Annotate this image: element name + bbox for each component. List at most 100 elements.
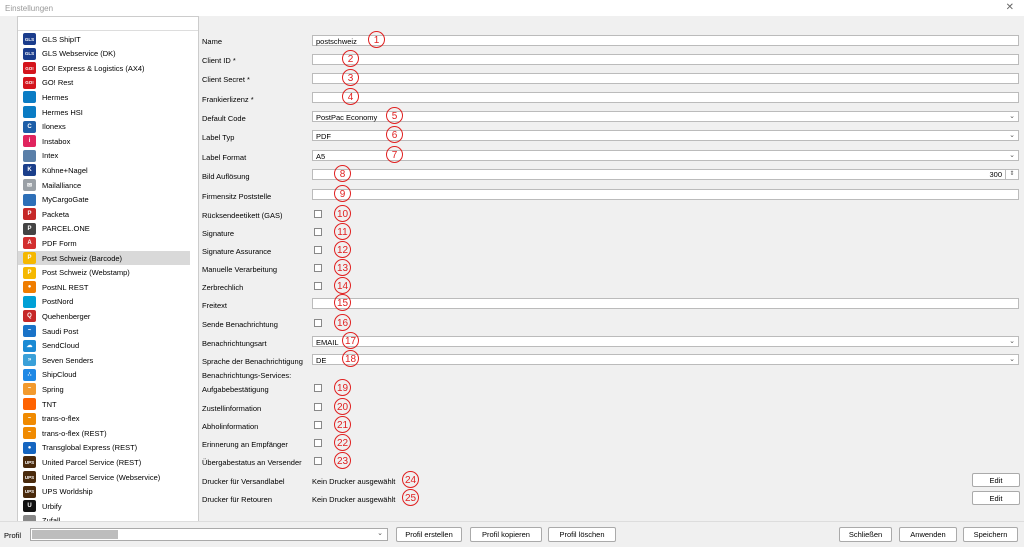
frankierlizenz-input[interactable]	[312, 92, 1019, 103]
sidebar-item[interactable]: ✉ Mailalliance	[18, 178, 190, 192]
sidebar-item[interactable]: ~ Spring	[18, 382, 190, 396]
sidebar-item[interactable]: C Ilonexs	[18, 120, 190, 134]
label-typ-label: Label Typ	[202, 133, 235, 142]
sidebar-item[interactable]: P Packeta	[18, 207, 190, 221]
sidebar-item[interactable]: U Urbify	[18, 499, 190, 513]
zustellinformation-checkbox[interactable]	[314, 403, 322, 411]
profil-loeschen-button[interactable]: Profil löschen	[548, 527, 616, 542]
schliessen-button[interactable]: Schließen	[839, 527, 892, 542]
sidebar-item[interactable]: ~ trans-o-flex	[18, 412, 190, 426]
sidebar-item[interactable]: ∴ ShipCloud	[18, 368, 190, 382]
sidebar-item-label: Post Schweiz (Barcode)	[42, 253, 123, 263]
profil-select-value	[32, 530, 118, 539]
sidebar-item[interactable]: A PDF Form	[18, 236, 190, 250]
sidebar-item-label: Mailalliance	[42, 180, 82, 190]
label-format-select[interactable]: A5 ⌄	[312, 150, 1019, 161]
drucker-retouren-edit-button[interactable]: Edit	[972, 491, 1020, 505]
zerbrechlich-checkbox[interactable]	[314, 282, 322, 290]
trans-o-flex-logo-icon: ~	[23, 412, 36, 425]
spin-arrows-icon[interactable]: ⇕	[1005, 170, 1018, 179]
sidebar-item[interactable]: GO! GO! Express & Logistics (AX4)	[18, 61, 190, 75]
chevron-down-icon: ⌄	[377, 530, 383, 537]
sidebar-item-label: Seven Senders	[42, 355, 94, 365]
freitext-input[interactable]	[312, 298, 1019, 309]
marker-3: 3	[342, 69, 359, 86]
profil-select[interactable]: ⌄	[30, 528, 388, 541]
sidebar-item[interactable]: K Kühne+Nagel	[18, 163, 190, 177]
signature-checkbox[interactable]	[314, 228, 322, 236]
benachrichtungsart-value: EMAIL	[316, 338, 339, 347]
name-input[interactable]: postschweiz	[312, 35, 1019, 46]
marker-20: 20	[334, 398, 351, 415]
sidebar-item[interactable]: P Post Schweiz (Webstamp)	[18, 266, 190, 280]
sende-benachrichtigung-checkbox[interactable]	[314, 319, 322, 327]
sidebar-item[interactable]: Q Quehenberger	[18, 309, 190, 323]
sidebar-item[interactable]: ~ trans-o-flex (REST)	[18, 426, 190, 440]
anwenden-button[interactable]: Anwenden	[899, 527, 957, 542]
sidebar-item[interactable]: » Seven Senders	[18, 353, 190, 367]
marker-15: 15	[334, 294, 351, 311]
sidebar-item[interactable]: MyCargoGate	[18, 193, 190, 207]
client-secret-input[interactable]	[312, 73, 1019, 84]
aufgabebestaetigung-checkbox[interactable]	[314, 384, 322, 392]
marker-5: 5	[386, 107, 403, 124]
sidebar-item[interactable]: UPS United Parcel Service (REST)	[18, 455, 190, 469]
carrier-list[interactable]: GLS GLS ShipIT GLS GLS Webservice (DK) GO! GO…	[17, 16, 199, 523]
profil-kopieren-button[interactable]: Profil kopieren	[470, 527, 542, 542]
ilonexs-logo-icon: C	[23, 120, 36, 133]
bild-aufloesung-value: 300	[989, 170, 1002, 179]
label-typ-select[interactable]: PDF ⌄	[312, 130, 1019, 141]
profil-erstellen-button[interactable]: Profil erstellen	[396, 527, 462, 542]
manuelle-verarbeitung-checkbox[interactable]	[314, 264, 322, 272]
signature-assurance-checkbox[interactable]	[314, 246, 322, 254]
sidebar-item-label: TNT	[42, 399, 57, 409]
default-code-select[interactable]: PostPac Economy ⌄	[312, 111, 1019, 122]
sidebar-item[interactable]: P Post Schweiz (Barcode)	[18, 251, 190, 265]
sidebar-item[interactable]: ● PostNL REST	[18, 280, 190, 294]
ups-logo-icon: UPS	[23, 471, 36, 483]
sidebar-item[interactable]: Zufall	[18, 514, 190, 522]
marker-19: 19	[334, 379, 351, 396]
sidebar-item-label: Spring	[42, 384, 64, 394]
sidebar-item[interactable]: GO! GO! Rest	[18, 76, 190, 90]
sidebar-item[interactable]: ☁ SendCloud	[18, 339, 190, 353]
sidebar-item-label: United Parcel Service (Webservice)	[42, 472, 161, 482]
label-format-value: A5	[316, 152, 326, 161]
firmensitz-input[interactable]	[312, 189, 1019, 200]
abholinformation-label: Abholinformation	[202, 422, 259, 431]
uebergabestatus-checkbox[interactable]	[314, 457, 322, 465]
sidebar-item[interactable]: i Instabox	[18, 134, 190, 148]
drucker-versand-edit-button[interactable]: Edit	[972, 473, 1020, 487]
sidebar-item[interactable]: GLS GLS Webservice (DK)	[18, 47, 190, 61]
client-id-input[interactable]	[312, 54, 1019, 65]
sidebar-item[interactable]: PostNord	[18, 295, 190, 309]
sidebar-item[interactable]: P PARCEL.ONE	[18, 222, 190, 236]
bild-aufloesung-spinner[interactable]: 300 ⇕	[312, 169, 1019, 180]
sidebar-item-label: UPS Worldship	[42, 487, 93, 497]
speichern-button[interactable]: Speichern	[963, 527, 1018, 542]
erinnerung-label: Erinnerung an Empfänger	[202, 440, 288, 449]
sidebar-item[interactable]: UPS UPS Worldship	[18, 485, 190, 499]
chevron-down-icon: ⌄	[1009, 338, 1015, 345]
sidebar-item[interactable]: TNT	[18, 397, 190, 411]
ruecksendeetikett-checkbox[interactable]	[314, 210, 322, 218]
carrier-list-header	[18, 17, 198, 31]
erinnerung-checkbox[interactable]	[314, 439, 322, 447]
close-icon[interactable]: ✕	[1005, 2, 1014, 13]
sidebar-item[interactable]: Hermes HSI	[18, 105, 190, 119]
sidebar-item[interactable]: UPS United Parcel Service (Webservice)	[18, 470, 190, 484]
benachrichtungsart-select[interactable]: EMAIL ⌄	[312, 336, 1019, 347]
sidebar-item-label: trans-o-flex (REST)	[42, 428, 107, 438]
abholinformation-checkbox[interactable]	[314, 421, 322, 429]
sidebar-item-label: Quehenberger	[42, 311, 91, 321]
sidebar-item[interactable]: GLS GLS ShipIT	[18, 32, 190, 46]
marker-2: 2	[342, 50, 359, 67]
sprache-select[interactable]: DE ⌄	[312, 354, 1019, 365]
sidebar-item[interactable]: Intex	[18, 149, 190, 163]
pdf-icon: A	[23, 237, 36, 250]
transglobal-logo-icon: ●	[23, 441, 36, 454]
sidebar-item[interactable]: ~ Saudi Post	[18, 324, 190, 338]
sidebar-item[interactable]: ● Transglobal Express (REST)	[18, 441, 190, 455]
sidebar-item[interactable]: Hermes	[18, 90, 190, 104]
marker-17: 17	[342, 332, 359, 349]
